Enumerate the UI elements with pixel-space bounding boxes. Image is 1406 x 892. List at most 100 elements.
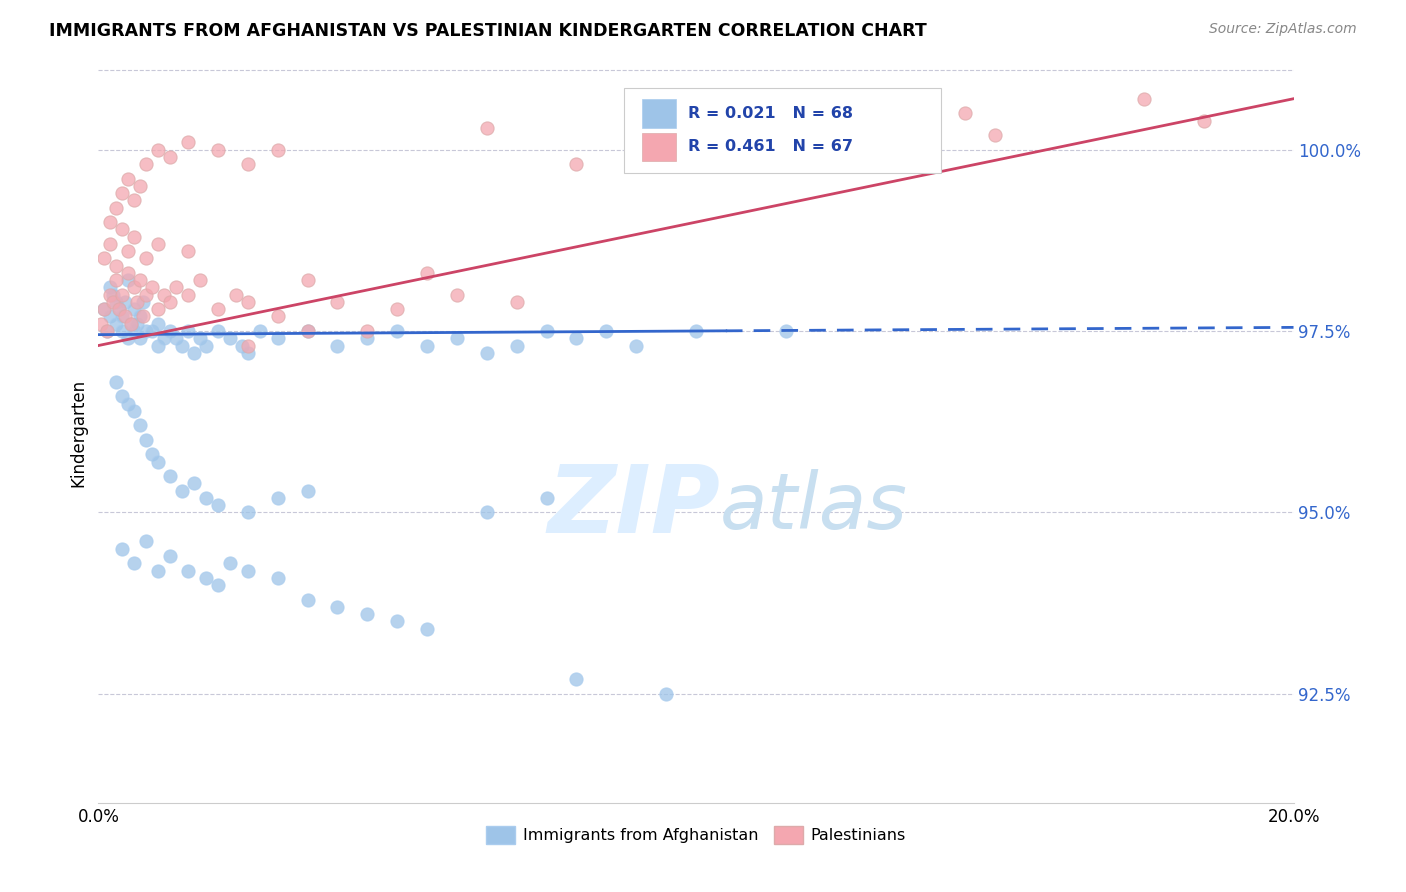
Point [267, 310, 290, 324]
Point [111, 310, 134, 324]
Point [93, 302, 115, 317]
Point [132, 310, 155, 324]
Point [984, 128, 1007, 142]
Point [506, 295, 529, 310]
Point [775, 324, 797, 338]
Point [105, 317, 128, 331]
Point [159, 324, 181, 338]
Point [141, 447, 163, 461]
Point [195, 338, 218, 352]
Point [103, 295, 125, 310]
Point [117, 396, 139, 410]
Point [326, 338, 349, 352]
Point [135, 534, 157, 549]
Point [236, 338, 259, 352]
Point [177, 136, 200, 150]
Point [105, 273, 128, 287]
Point [536, 491, 558, 505]
Point [267, 143, 290, 157]
Point [93, 252, 115, 266]
Bar [643, 133, 676, 161]
FancyBboxPatch shape [624, 88, 941, 173]
Point [93, 302, 115, 317]
Point [129, 310, 152, 324]
Point [249, 324, 271, 338]
Point [225, 287, 247, 301]
Point [120, 317, 142, 331]
Point [195, 571, 218, 585]
Point [655, 106, 678, 120]
Point [565, 331, 588, 345]
Point [188, 331, 211, 345]
Point [159, 295, 181, 310]
Point [177, 287, 200, 301]
Point [595, 324, 617, 338]
Point [108, 302, 131, 317]
Point [565, 673, 588, 687]
Point [148, 338, 170, 352]
Text: R = 0.021   N = 68: R = 0.021 N = 68 [688, 106, 852, 121]
Point [236, 157, 259, 171]
Point [953, 106, 976, 120]
Point [385, 302, 409, 317]
Point [804, 120, 827, 135]
Point [105, 375, 128, 389]
Point [127, 295, 149, 310]
Point [117, 331, 139, 345]
Point [96, 324, 118, 338]
Point [127, 317, 149, 331]
Point [105, 295, 128, 310]
Point [117, 266, 139, 280]
Point [475, 345, 498, 359]
Point [297, 273, 319, 287]
Point [132, 295, 155, 310]
Point [172, 483, 194, 498]
Point [124, 324, 146, 338]
Point [207, 302, 229, 317]
Point [98, 280, 122, 294]
Point [165, 331, 187, 345]
Point [219, 331, 242, 345]
Point [105, 201, 128, 215]
Point [297, 324, 319, 338]
Point [356, 607, 378, 621]
Point [188, 273, 211, 287]
Point [207, 324, 229, 338]
Point [111, 222, 134, 236]
Point [124, 229, 146, 244]
Point [135, 324, 157, 338]
Point [506, 338, 529, 352]
Point [231, 338, 253, 352]
Point [356, 331, 378, 345]
Point [148, 143, 170, 157]
Point [183, 476, 205, 491]
Point [183, 345, 205, 359]
Point [236, 345, 259, 359]
Point [655, 687, 678, 701]
Y-axis label: Kindergarten: Kindergarten [69, 378, 87, 487]
Text: Source: ZipAtlas.com: Source: ZipAtlas.com [1209, 22, 1357, 37]
Point [219, 556, 242, 570]
Point [148, 317, 170, 331]
Point [297, 324, 319, 338]
Point [124, 280, 146, 294]
Point [103, 287, 125, 301]
Point [135, 252, 157, 266]
Point [124, 194, 146, 208]
Point [475, 506, 498, 520]
Point [98, 287, 122, 301]
Point [141, 324, 163, 338]
Point [135, 287, 157, 301]
Point [90, 317, 112, 331]
Point [685, 324, 707, 338]
Point [96, 324, 118, 338]
Point [114, 310, 136, 324]
Point [117, 171, 139, 186]
Point [114, 295, 136, 310]
Point [236, 295, 259, 310]
Point [267, 491, 290, 505]
Point [297, 483, 319, 498]
Point [416, 622, 439, 636]
Point [148, 236, 170, 251]
Point [153, 287, 176, 301]
